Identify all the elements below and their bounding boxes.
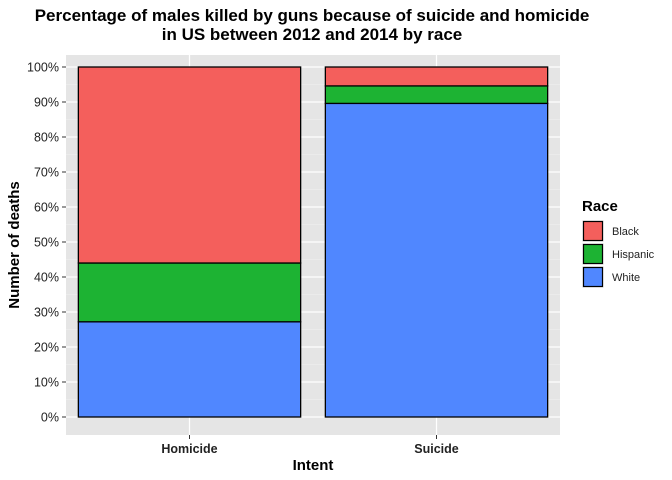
y-axis-title: Number of deaths [6,181,23,309]
y-tick-label: 70% [34,166,59,180]
y-tick-label: 0% [41,411,59,425]
legend-label-white: White [612,272,640,284]
y-tick-label: 10% [34,376,59,390]
y-tick-label: 50% [34,236,59,250]
x-axis-title: Intent [293,457,334,474]
y-tick-label: 60% [34,201,59,215]
y-tick-label: 30% [34,306,59,320]
legend-label-black: Black [612,226,639,238]
bar-suicide-white [324,102,549,418]
bar-homicide-white [77,321,302,418]
chart-title-line-1: Percentage of males killed by guns becau… [35,6,590,25]
bar-suicide-black [324,66,549,87]
legend-swatch-black [582,220,604,242]
bars [77,66,549,418]
bar-suicide-hispanic [324,85,549,105]
y-tick-label: 20% [34,341,59,355]
legend-title: Race [582,198,618,215]
chart-title-line-2: in US between 2012 and 2014 by race [162,25,462,44]
x-tick-label: Suicide [414,442,459,456]
y-tick-label: 80% [34,131,59,145]
legend-swatch-hispanic [582,243,604,265]
legend: Race Black Hispanic White [582,198,655,288]
bar-homicide-hispanic [77,262,302,323]
y-axis: 0% 10% 20% 30% 40% 50% 60% 70% 80% 90% 100% [27,61,66,425]
y-tick-label: 40% [34,271,59,285]
legend-swatch-white [582,266,604,288]
y-tick-label: 100% [27,61,59,75]
bar-homicide-black [77,66,302,264]
legend-label-hispanic: Hispanic [612,249,655,261]
y-tick-label: 90% [34,96,59,110]
x-tick-label: Homicide [161,442,217,456]
x-axis: Homicide Suicide [161,435,459,456]
